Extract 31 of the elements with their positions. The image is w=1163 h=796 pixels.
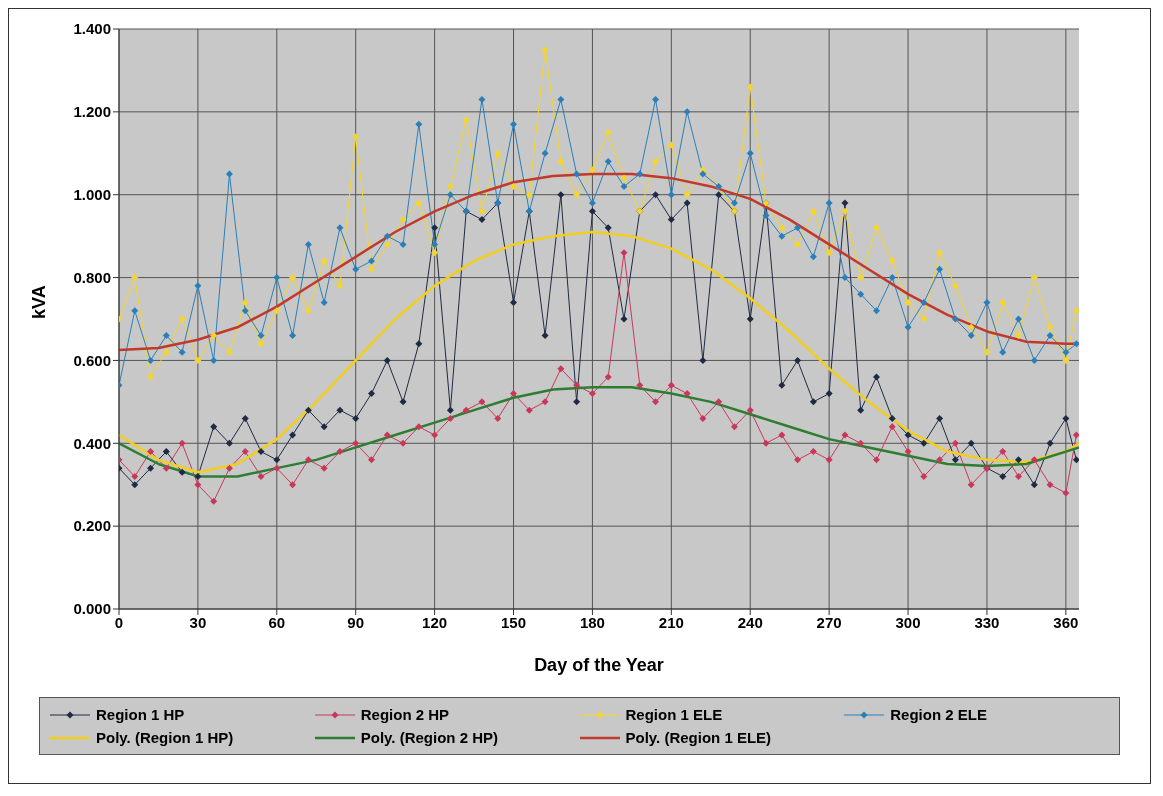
y-tick-label: 1.000 [73, 186, 111, 204]
x-tick-label: 30 [189, 613, 207, 631]
y-tick-label: 0.400 [73, 434, 111, 452]
legend-label: Region 2 ELE [890, 706, 987, 723]
x-axis-title: Day of the Year [534, 655, 664, 675]
y-tick-label: 0.600 [73, 351, 111, 369]
y-axis-title: kVA [29, 285, 50, 319]
x-tick-label: 150 [501, 613, 527, 631]
y-tick-label: 0.800 [73, 268, 111, 286]
x-tick-label: 210 [658, 613, 684, 631]
legend-label: Region 1 ELE [625, 706, 723, 723]
x-tick-label: 240 [737, 613, 763, 631]
x-tick-label: 180 [579, 613, 605, 631]
x-tick-label: 330 [974, 613, 1000, 631]
y-tick-label: 0.200 [73, 517, 111, 535]
y-tick-label: 1.400 [73, 20, 111, 38]
line-series [119, 386, 1079, 478]
x-tick-label: 60 [268, 613, 286, 631]
legend-label: Region 2 HP [360, 706, 450, 723]
x-tick-label: 120 [422, 613, 448, 631]
x-tick-label: 90 [347, 613, 365, 631]
y-tick-label: 1.200 [73, 103, 111, 121]
x-tick-label: 360 [1053, 613, 1079, 631]
x-tick-label: 270 [816, 613, 842, 631]
x-tick-label: 300 [895, 613, 921, 631]
legend-label: Poly. (Region 1 HP) [96, 729, 234, 746]
x-tick-label: 0 [114, 613, 124, 631]
y-tick-label: 0.000 [73, 600, 111, 618]
legend-label: Region 1 HP [96, 706, 185, 723]
legend-label: Poly. (Region 2 HP) [360, 729, 498, 746]
legend-label: Poly. (Region 1 ELE) [625, 729, 772, 746]
